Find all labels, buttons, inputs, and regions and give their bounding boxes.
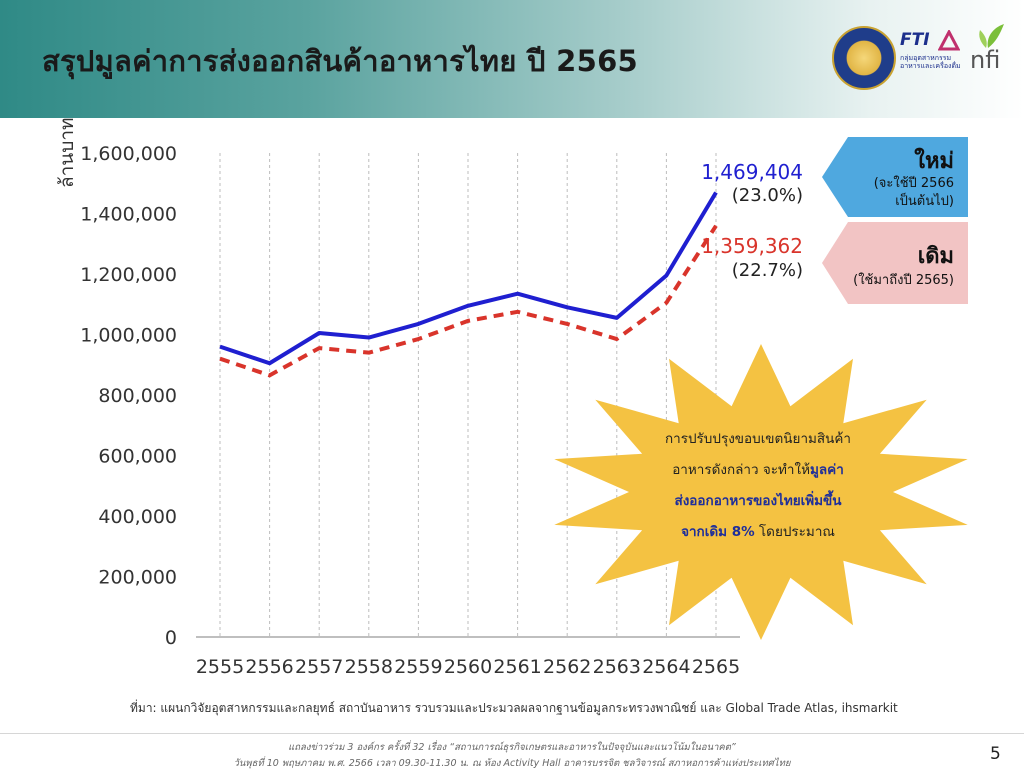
footer-divider [0, 733, 1024, 734]
x-tick-label: 2565 [692, 656, 740, 678]
x-tick-label: 2560 [444, 656, 492, 678]
page-title: สรุปมูลค่าการส่งออกสินค้าอาหารไทย ปี 256… [42, 44, 639, 78]
x-tick-label: 2559 [394, 656, 442, 678]
callout-line-2: อาหารดังกล่าว จะทำให้มูลค่า [672, 462, 844, 478]
y-tick-label: 1,400,000 [80, 204, 177, 226]
x-tick-label: 2563 [593, 656, 641, 678]
new-pct-label: (23.0%) [732, 185, 803, 206]
new-tag-note-1: (จะใช้ปี 2566 [873, 176, 954, 191]
old-definition-tag: เดิม (ใช้มาถึงปี 2565) [822, 222, 968, 304]
new-tag-arrow-shape [822, 137, 968, 217]
new-definition-tag: ใหม่ (จะใช้ปี 2566 เป็นต้นไป) [822, 137, 968, 217]
x-tick-label: 2557 [295, 656, 343, 678]
header-banner: สรุปมูลค่าการส่งออกสินค้าอาหารไทย ปี 256… [0, 0, 1024, 118]
series-line-new [219, 191, 718, 366]
new-tag-note-2: เป็นต้นไป) [895, 194, 954, 209]
x-tick-label: 2564 [642, 656, 690, 678]
y-tick-label: 400,000 [98, 506, 177, 528]
old-tag-title: เดิม [917, 244, 954, 269]
y-tick-label: 800,000 [98, 385, 177, 407]
x-tick-label: 2562 [543, 656, 591, 678]
fti-triangle-icon [938, 30, 960, 51]
old-value-label: 1,359,362 [701, 234, 803, 258]
fti-logo-text: FTI [900, 30, 930, 50]
footer-line-2: วันพุธที่ 10 พฤษภาคม พ.ศ. 2566 เวลา 09.3… [233, 758, 791, 769]
x-tick-label: 2556 [245, 656, 293, 678]
old-tag-arrow-shape [822, 222, 968, 304]
starburst-callout-shape [554, 344, 968, 640]
y-tick-label: 200,000 [98, 567, 177, 589]
y-tick-label: 1,600,000 [80, 143, 177, 165]
series-line-old [219, 224, 718, 378]
source-note: ที่มา: แผนกวิจัยอุตสาหกรรมและกลยุทธ์ สถา… [130, 701, 898, 715]
new-value-label: 1,469,404 [701, 160, 803, 184]
x-tick-label: 2561 [493, 656, 541, 678]
old-tag-note: (ใช้มาถึงปี 2565) [853, 273, 954, 288]
callout-line-3: ส่งออกอาหารของไทยเพิ่มขึ้น [674, 493, 842, 509]
y-tick-label: 0 [165, 627, 177, 649]
nfi-logo-text: nfi [970, 46, 1001, 74]
new-tag-title: ใหม่ [914, 149, 954, 174]
callout-line-1: การปรับปรุงขอบเขตนิยามสินค้า [664, 431, 852, 447]
callout-line-4: จากเดิม 8% โดยประมาณ [681, 524, 835, 540]
starburst-polygon [554, 344, 968, 640]
ministry-seal-logo [832, 26, 896, 90]
nfi-logo: nfi [966, 20, 1010, 80]
footer-line-1: แถลงข่าวร่วม 3 องค์กร ครั้งที่ 32 เรื่อง… [288, 742, 736, 753]
x-tick-label: 2555 [196, 656, 244, 678]
fti-logo: FTI กลุ่มอุตสาหกรรม อาหารและเครื่องดื่ม [900, 30, 962, 74]
y-tick-label: 600,000 [98, 446, 177, 468]
old-pct-label: (22.7%) [732, 260, 803, 281]
y-tick-label: 1,200,000 [80, 264, 177, 286]
starburst-callout-text: การปรับปรุงขอบเขตนิยามสินค้า อาหารดังกล่… [624, 424, 892, 548]
x-tick-label: 2558 [345, 656, 393, 678]
page-number: 5 [990, 744, 1001, 764]
fti-logo-subtitle: กลุ่มอุตสาหกรรม อาหารและเครื่องดื่ม [900, 54, 961, 70]
y-tick-label: 1,000,000 [80, 325, 177, 347]
leaf-icon [979, 24, 1004, 48]
